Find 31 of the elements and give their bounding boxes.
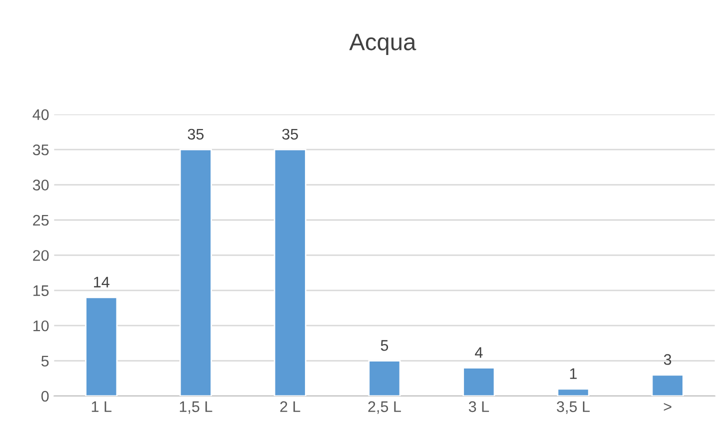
y-tick-label: 5 <box>41 356 49 366</box>
bar <box>274 148 306 396</box>
data-label: 35 <box>282 128 298 140</box>
bar <box>556 388 590 396</box>
bar <box>179 148 212 396</box>
y-tick-label: 35 <box>32 144 49 156</box>
y-tick-label: 40 <box>32 109 49 120</box>
bar <box>85 296 118 396</box>
y-tick-label: 0 <box>41 390 49 402</box>
data-label: 3 <box>664 354 672 365</box>
x-tick-label: 1,5 L <box>180 401 212 414</box>
bar <box>462 367 496 396</box>
chart-title: Acqua <box>349 34 416 56</box>
y-tick-label: 25 <box>33 214 49 226</box>
y-tick-label: 20 <box>33 250 49 261</box>
x-tick-label: 2 L <box>280 401 300 412</box>
y-tick-label: 10 <box>33 320 49 332</box>
y-tick-label: 30 <box>32 180 49 190</box>
data-label: 5 <box>380 340 388 351</box>
x-tick-label: > <box>664 403 672 411</box>
data-label: 14 <box>94 276 110 288</box>
data-label: 35 <box>188 128 204 140</box>
data-label: 4 <box>474 347 483 358</box>
bar <box>368 360 401 396</box>
bar <box>651 374 684 396</box>
x-tick-label: 3,5 L <box>556 401 590 414</box>
data-label: 1 <box>570 368 577 379</box>
x-tick-label: 3 L <box>468 401 489 412</box>
x-tick-label: 2,5 L <box>368 401 401 414</box>
y-tick-label: 15 <box>33 285 49 296</box>
x-tick-label: 1 L <box>92 401 112 412</box>
